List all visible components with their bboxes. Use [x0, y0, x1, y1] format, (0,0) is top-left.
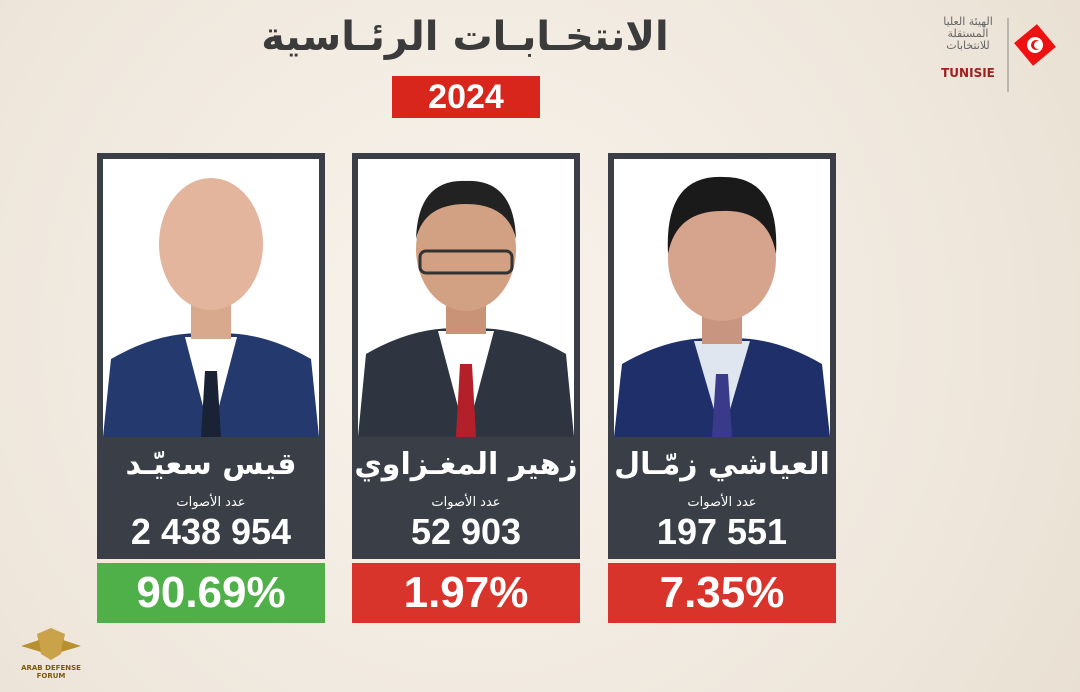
photo-frame	[97, 153, 325, 437]
logo-text-latin: TUNISIE	[941, 66, 995, 80]
info-box: قيس سعيّـد عدد الأصوات 2 438 954	[97, 437, 325, 559]
isie-logo: الهيئة العليا المستقلة للانتخابات TUNISI…	[930, 14, 1060, 96]
candidate-card: زهير المغـزاوي عدد الأصوات 52 903 1.97%	[352, 153, 580, 623]
candidate-name: زهير المغـزاوي	[354, 447, 578, 482]
watermark: ARAB DEFENSE FORUM	[6, 624, 96, 690]
candidate-name: قيس سعيّـد	[125, 447, 297, 482]
portrait	[358, 159, 574, 437]
percent: 90.69%	[97, 563, 325, 623]
votes-label: عدد الأصوات	[176, 495, 246, 510]
votes-label: عدد الأصوات	[687, 495, 757, 510]
portrait	[103, 159, 319, 437]
percent: 7.35%	[608, 563, 836, 623]
photo-frame	[608, 153, 836, 437]
votes: 2 438 954	[130, 511, 292, 552]
votes-label: عدد الأصوات	[431, 495, 501, 510]
votes: 52 903	[410, 511, 522, 552]
logo-graphic	[1007, 18, 1056, 92]
photo-frame	[352, 153, 580, 437]
logo-text-ar: الهيئة العليا المستقلة للانتخابات	[943, 15, 993, 52]
watermark-text: ARAB DEFENSE FORUM	[21, 664, 81, 680]
candidate-name: العياشي زمّـال	[614, 447, 830, 482]
portrait	[614, 159, 830, 437]
title: الانتخـابـات الرئـاسية	[261, 14, 669, 60]
info-box: زهير المغـزاوي عدد الأصوات 52 903	[352, 437, 580, 559]
watermark-emblem	[21, 628, 81, 660]
year-badge: 2024	[392, 76, 540, 118]
percent: 1.97%	[352, 563, 580, 623]
candidate-card: العياشي زمّـال عدد الأصوات 197 551 7.35%	[608, 153, 836, 623]
candidate-card: قيس سعيّـد عدد الأصوات 2 438 954 90.69%	[97, 153, 325, 623]
votes: 197 551	[656, 511, 788, 552]
info-box: العياشي زمّـال عدد الأصوات 197 551	[608, 437, 836, 559]
